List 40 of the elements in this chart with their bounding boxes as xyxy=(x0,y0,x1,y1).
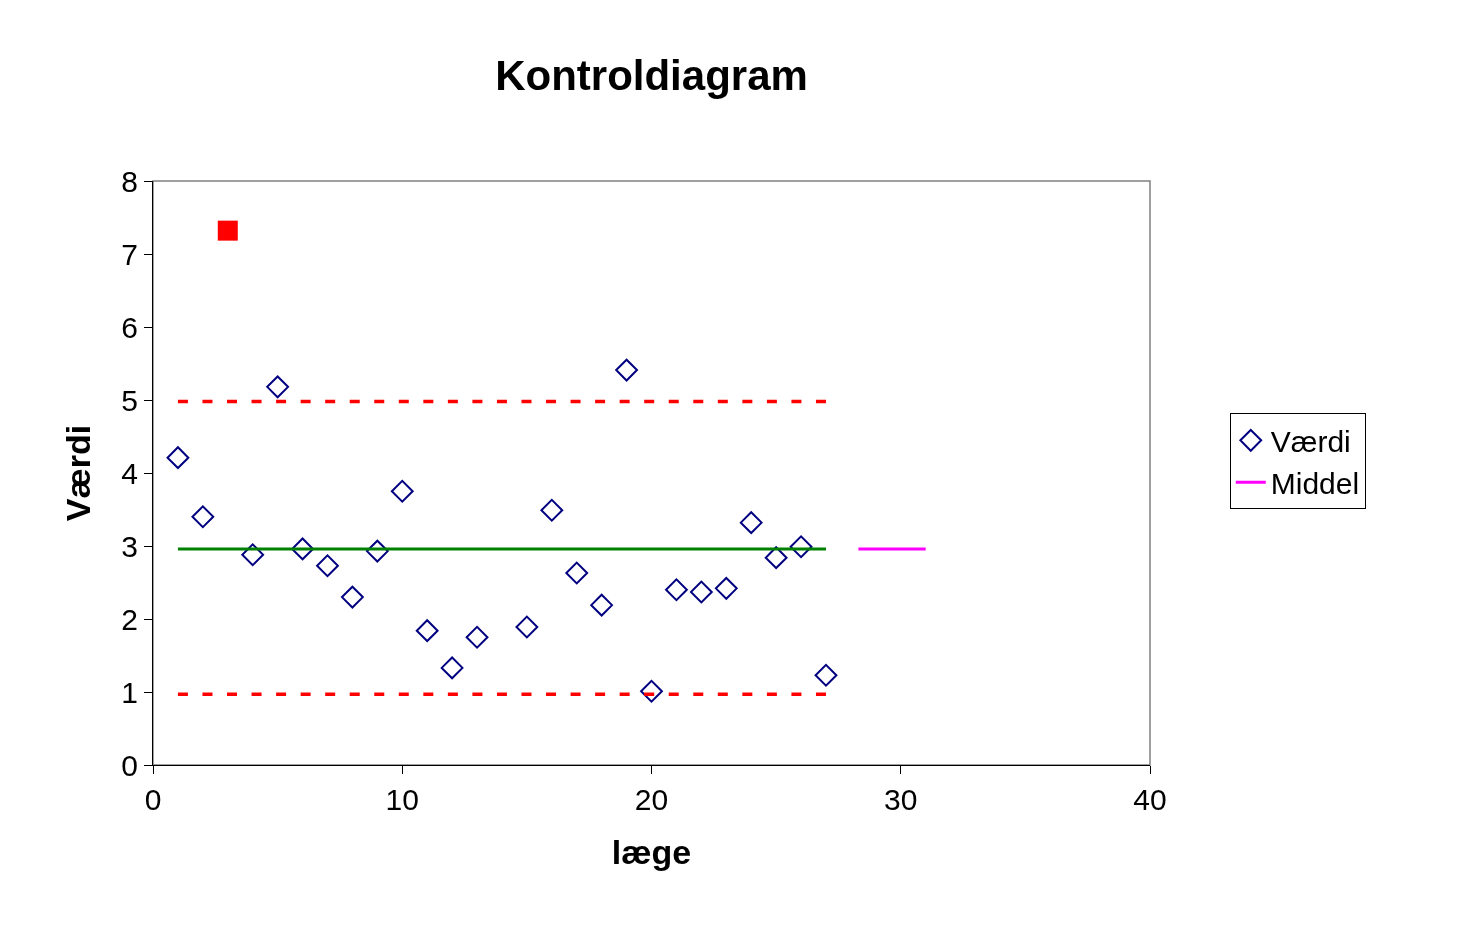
y-tick-label: 6 xyxy=(121,310,138,344)
point xyxy=(714,576,738,600)
legend-label: Værdi xyxy=(1270,425,1351,459)
y-tick-label: 5 xyxy=(121,383,138,417)
y-tick-label: 7 xyxy=(121,237,138,271)
point xyxy=(390,479,414,503)
x-tick-label: 0 xyxy=(144,783,162,816)
y-tick-label: 2 xyxy=(121,602,138,636)
x-tick-label: 40 xyxy=(1133,783,1167,816)
point xyxy=(764,546,788,570)
x-tick-label: 30 xyxy=(884,783,918,816)
point xyxy=(615,358,638,382)
point xyxy=(217,220,238,241)
point xyxy=(266,375,290,399)
x-tick-label: 20 xyxy=(634,783,669,816)
point xyxy=(565,561,589,585)
y-tick-label: 8 xyxy=(121,164,138,198)
y-axis-title: Værdi xyxy=(58,424,97,522)
y-tick-label: 4 xyxy=(121,456,138,490)
point xyxy=(440,656,464,680)
point xyxy=(191,505,215,529)
y-tick-label: 3 xyxy=(121,529,138,563)
point xyxy=(665,578,688,602)
point xyxy=(814,663,838,687)
point xyxy=(316,554,339,578)
x-tick-label: 10 xyxy=(385,783,419,816)
point xyxy=(590,593,614,617)
point xyxy=(341,585,364,609)
point xyxy=(739,511,763,535)
chart-title: Kontroldiagram xyxy=(495,51,808,99)
point xyxy=(689,580,713,604)
point xyxy=(166,446,190,470)
point xyxy=(515,615,539,639)
y-tick-label: 1 xyxy=(121,675,138,709)
point xyxy=(415,619,439,643)
point xyxy=(540,498,564,522)
x-axis-title: læge xyxy=(611,833,692,872)
y-tick-label: 0 xyxy=(121,748,138,782)
point xyxy=(465,625,489,649)
legend-label: Middel xyxy=(1270,467,1360,501)
